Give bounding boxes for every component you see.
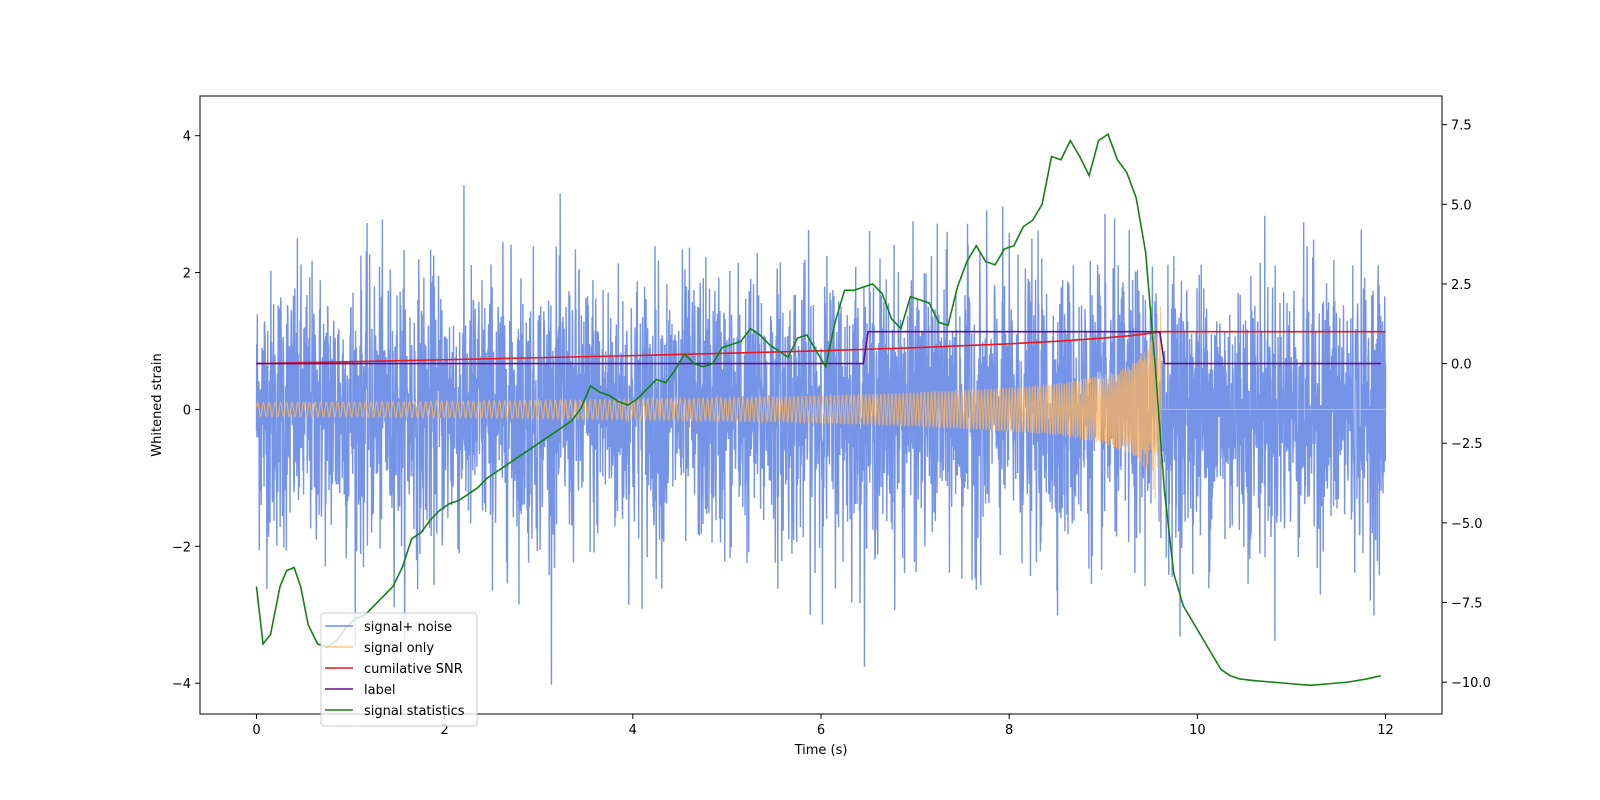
y2-tick-label: 0.0 <box>1451 358 1472 373</box>
legend-label: signal only <box>364 641 434 656</box>
y-axis-left: −4 −2 0 2 4 <box>172 130 200 692</box>
x-axis-label: Time (s) <box>794 743 848 758</box>
y-tick-label: 0 <box>183 403 191 418</box>
y-tick-label: −4 <box>172 677 191 692</box>
x-tick-label: 8 <box>1005 723 1013 738</box>
x-tick-label: 2 <box>440 723 448 738</box>
y-tick-label: −2 <box>172 540 191 555</box>
y-axis-label: Whitened strain <box>150 353 165 456</box>
x-tick-label: 12 <box>1377 723 1394 738</box>
legend: signal+ noise signal only cumilative SNR la… <box>320 612 478 727</box>
y2-tick-label: −7.5 <box>1451 597 1483 612</box>
y2-tick-label: −2.5 <box>1451 437 1483 452</box>
y-tick-label: 4 <box>183 130 191 145</box>
legend-label: label <box>364 683 395 698</box>
series-line-label <box>256 330 1381 365</box>
y-axis-right: −10.0 −7.5 −5.0 −2.5 0.0 2.5 5.0 7.5 <box>1442 119 1491 691</box>
x-tick-label: 0 <box>252 723 260 738</box>
legend-label: cumilative SNR <box>364 662 463 677</box>
y2-tick-label: −10.0 <box>1451 676 1491 691</box>
y2-tick-label: 5.0 <box>1451 198 1472 213</box>
y2-tick-label: 2.5 <box>1451 278 1472 293</box>
series-line-cumilative-snr <box>256 330 1386 365</box>
legend-label: signal+ noise <box>364 620 452 635</box>
x-tick-label: 6 <box>817 723 825 738</box>
y2-tick-label: 7.5 <box>1451 119 1472 134</box>
x-tick-label: 10 <box>1189 723 1206 738</box>
legend-label: signal statistics <box>364 704 465 719</box>
y2-tick-label: −5.0 <box>1451 517 1483 532</box>
series-line-signal-only <box>255 306 1386 523</box>
y-tick-label: 2 <box>183 267 191 282</box>
x-tick-label: 4 <box>629 723 637 738</box>
plot-area <box>255 132 1387 687</box>
series-line-signal-statistics <box>255 132 1382 687</box>
legend-box <box>320 612 478 727</box>
series-line-signal-plus-noise <box>255 185 1387 685</box>
